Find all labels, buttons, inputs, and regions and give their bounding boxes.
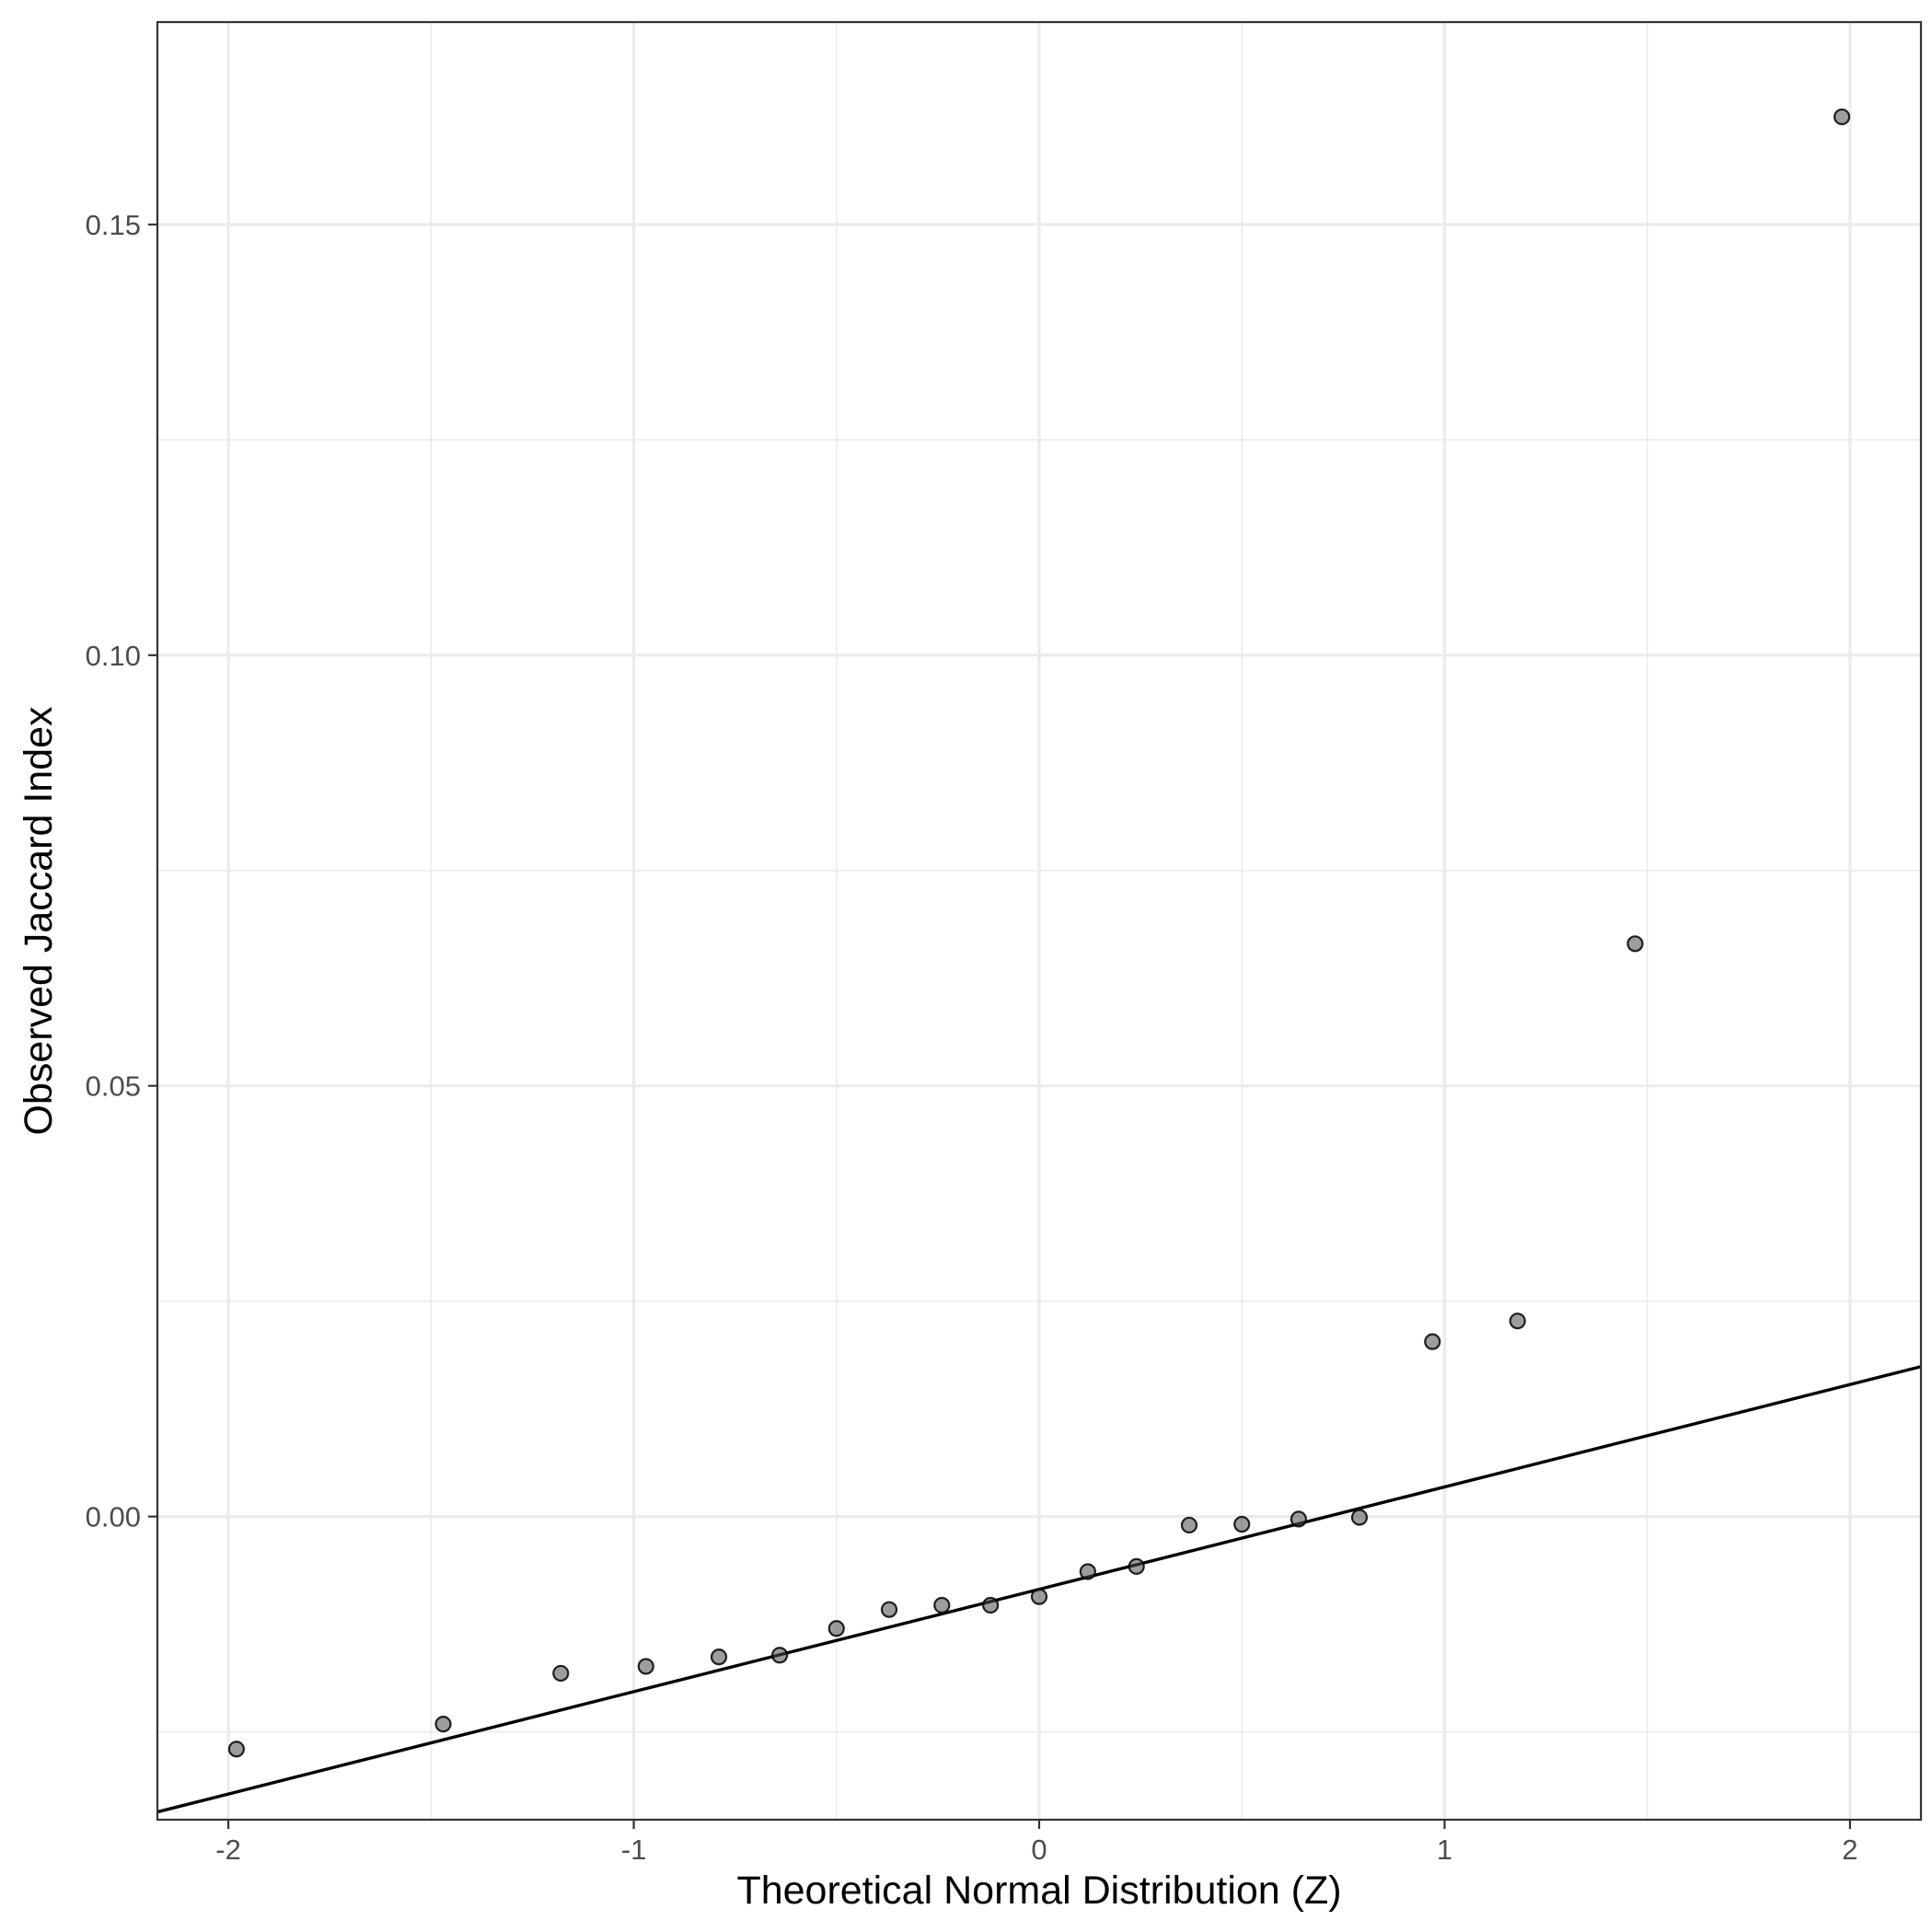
data-point (1290, 1510, 1307, 1528)
data-point (1509, 1313, 1526, 1330)
data-point (827, 1620, 845, 1637)
data-points (227, 108, 1851, 1758)
data-point (1079, 1563, 1096, 1580)
x-tick-label: -2 (215, 1834, 241, 1866)
data-point (1424, 1333, 1441, 1350)
x-axis: -2 -1 0 1 2 (215, 1820, 1858, 1866)
data-point (1834, 108, 1851, 126)
x-axis-title: Theoretical Normal Distribution (Z) (736, 1868, 1341, 1913)
data-point (552, 1664, 570, 1683)
data-point (1030, 1588, 1048, 1605)
y-tick-label: 0.15 (86, 209, 141, 241)
data-point (1350, 1509, 1369, 1526)
data-point (227, 1741, 245, 1758)
data-point (637, 1658, 654, 1675)
plot-grid (157, 22, 1921, 1820)
x-tick-label: -1 (621, 1834, 647, 1866)
y-axis-title: Observed Jaccard Index (17, 706, 61, 1136)
data-point (1128, 1557, 1145, 1575)
data-point (1233, 1515, 1251, 1533)
x-tick-label: 1 (1437, 1834, 1452, 1866)
x-tick-label: 0 (1031, 1834, 1047, 1866)
data-point (1180, 1516, 1198, 1534)
data-point (933, 1596, 951, 1614)
data-point (710, 1649, 728, 1666)
y-tick-label: 0.05 (86, 1070, 141, 1103)
data-point (434, 1716, 452, 1733)
data-point (982, 1596, 1000, 1614)
y-tick-label: 0.00 (86, 1501, 141, 1533)
y-axis: 0.00 0.05 0.10 0.15 (86, 209, 157, 1533)
x-tick-label: 2 (1842, 1834, 1857, 1866)
data-point (1626, 935, 1644, 953)
data-point (880, 1601, 898, 1618)
y-tick-label: 0.10 (86, 640, 141, 672)
data-point (771, 1647, 789, 1664)
